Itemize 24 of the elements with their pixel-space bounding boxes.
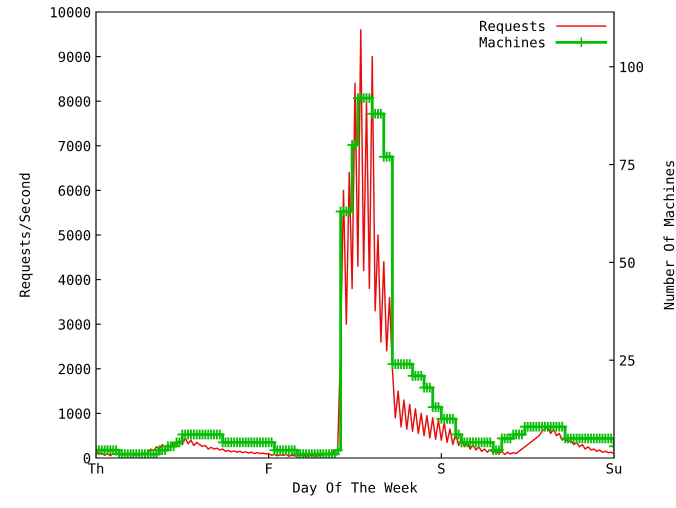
legend-label: Machines bbox=[480, 36, 545, 48]
y-tick-label: 1000 bbox=[59, 408, 90, 419]
x-tick-label: Th bbox=[88, 462, 104, 474]
y-tick-label: 0 bbox=[84, 453, 90, 464]
x-axis-title: Day Of The Week bbox=[293, 482, 418, 496]
y-tick-label: 7000 bbox=[58, 140, 90, 152]
y-tick-label: 4000 bbox=[58, 274, 90, 286]
y-tick-label: 6000 bbox=[58, 185, 90, 196]
y2-axis-title: Number Of Machines bbox=[663, 161, 674, 310]
y-tick-label: 3000 bbox=[58, 319, 90, 330]
x-tick-label: F bbox=[266, 463, 272, 474]
y2-tick-label: 75 bbox=[620, 160, 634, 170]
legend-label: Requests bbox=[480, 20, 545, 34]
y-tick-label: 2000 bbox=[58, 364, 90, 374]
y-tick-label: 9000 bbox=[58, 52, 90, 62]
x-tick-label: Su bbox=[606, 463, 622, 474]
y-tick-label: 5000 bbox=[58, 230, 90, 241]
y-tick-label: 8000 bbox=[58, 96, 90, 107]
x-tick-label: S bbox=[438, 463, 445, 474]
y-tick-label: 10000 bbox=[51, 7, 90, 18]
y2-tick-label: 25 bbox=[620, 355, 634, 366]
y2-tick-label: 100 bbox=[620, 62, 644, 72]
y-axis-title: Requests/Second bbox=[19, 174, 33, 297]
y2-tick-label: 50 bbox=[620, 257, 635, 268]
